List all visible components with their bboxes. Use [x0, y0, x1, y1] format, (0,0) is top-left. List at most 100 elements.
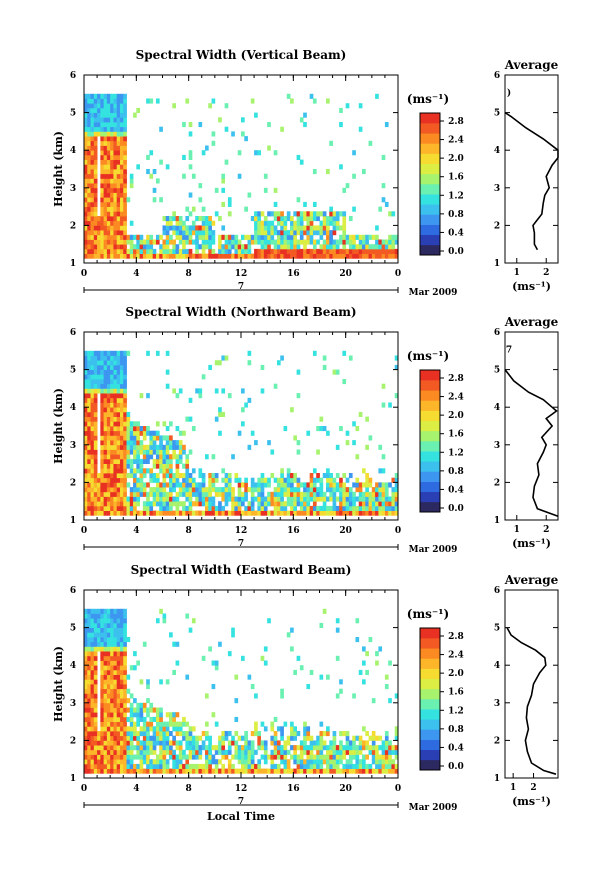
heatmap-cell	[162, 444, 167, 450]
heatmap-cell	[185, 674, 190, 680]
colorbar-swatch	[420, 133, 440, 144]
heatmap-cell	[267, 220, 271, 226]
heatmap-cell	[123, 496, 127, 502]
heatmap-cell	[103, 206, 108, 212]
heatmap-cell	[234, 473, 239, 479]
heatmap-cell	[123, 159, 127, 165]
heatmap-cell	[110, 216, 114, 222]
heatmap-cell	[169, 239, 173, 245]
heatmap-cell	[103, 684, 108, 690]
heatmap-cell	[116, 660, 121, 666]
heatmap-cell	[316, 745, 320, 751]
heatmap-cell	[84, 458, 88, 464]
heatmap-cell	[87, 374, 91, 380]
heatmap-cell	[97, 505, 101, 511]
heatmap-cell	[182, 731, 186, 737]
heatmap-cell	[332, 482, 337, 488]
heatmap-cell	[90, 660, 95, 666]
heatmap-cell	[113, 740, 118, 746]
heatmap-cell	[198, 183, 203, 189]
heatmap-cell	[309, 230, 314, 236]
heatmap-cell	[198, 122, 203, 128]
heatmap-cell	[375, 651, 379, 657]
heatmap-cell	[100, 707, 105, 713]
heatmap-cell	[276, 745, 281, 751]
heatmap-cell	[90, 608, 95, 614]
heatmap-cell	[119, 117, 124, 123]
heatmap-cell	[394, 731, 399, 737]
heatmap-cell	[335, 253, 340, 259]
heatmap-cell	[123, 745, 127, 751]
heatmap-cell	[106, 211, 111, 217]
heatmap-cell	[335, 444, 340, 450]
heatmap-cell	[231, 632, 235, 638]
heatmap-cell	[283, 487, 288, 493]
heatmap-cell	[342, 230, 347, 236]
heatmap-cell	[322, 608, 327, 614]
heatmap-cell	[312, 225, 317, 231]
heatmap-cell	[119, 230, 124, 236]
heatmap-cell	[381, 239, 386, 245]
heatmap-cell	[142, 754, 147, 760]
heatmap-cell	[110, 491, 114, 497]
heatmap-cell	[119, 145, 124, 151]
x-tick-label: 4	[133, 784, 139, 794]
heatmap-cell	[250, 731, 255, 737]
heatmap-cell	[188, 397, 193, 403]
heatmap-cell	[123, 402, 127, 408]
heatmap-cell	[388, 239, 392, 245]
heatmap-cell	[97, 112, 101, 118]
heatmap-cell	[149, 473, 154, 479]
heatmap-cell	[306, 731, 311, 737]
heatmap-cell	[116, 665, 121, 671]
heatmap-cell	[129, 183, 134, 189]
heatmap-cell	[221, 244, 226, 250]
heatmap-cell	[139, 477, 144, 483]
heatmap-cell	[129, 435, 134, 441]
heatmap-cell	[244, 136, 248, 142]
heatmap-cell	[214, 749, 219, 755]
average-top-marker: 7	[506, 346, 512, 356]
heatmap-cell	[87, 183, 91, 189]
heatmap-cell	[290, 496, 294, 502]
heatmap-cell	[93, 374, 98, 380]
heatmap-cell	[322, 473, 327, 479]
heatmap-cell	[93, 698, 98, 704]
heatmap-cell	[227, 248, 232, 254]
heatmap-cell	[93, 473, 98, 479]
heatmap-cell	[198, 230, 203, 236]
heatmap-cell	[87, 93, 91, 99]
heatmap-cell	[391, 759, 396, 765]
heatmap-cell	[312, 201, 317, 207]
heatmap-cell	[316, 253, 320, 259]
heatmap-cell	[165, 726, 170, 732]
heatmap-cell	[113, 665, 118, 671]
heatmap-cell	[270, 225, 275, 231]
heatmap-cell	[139, 393, 144, 399]
heatmap-cell	[106, 745, 111, 751]
heatmap-cell	[329, 234, 333, 240]
heatmap-cell	[391, 510, 396, 516]
heatmap-cell	[218, 239, 222, 245]
heatmap-cell	[149, 721, 154, 727]
heatmap-cell	[342, 220, 347, 226]
heatmap-cell	[355, 768, 360, 774]
heatmap-cell	[191, 206, 196, 212]
heatmap-cell	[106, 355, 111, 361]
heatmap-cell	[93, 216, 98, 222]
x-tick-label: 0	[81, 526, 87, 536]
heatmap-cell	[329, 763, 333, 769]
heatmap-cell	[87, 754, 91, 760]
heatmap-cell	[381, 154, 386, 160]
heatmap-cell	[352, 234, 356, 240]
heatmap-cell	[84, 225, 88, 231]
heatmap-cell	[241, 117, 245, 123]
heatmap-cell	[254, 731, 258, 737]
heatmap-cell	[100, 411, 105, 417]
heatmap-cell	[362, 496, 366, 502]
heatmap-cell	[273, 749, 278, 755]
heatmap-cell	[100, 159, 105, 165]
colorbar-swatch	[420, 471, 440, 482]
heatmap-cell	[97, 632, 101, 638]
